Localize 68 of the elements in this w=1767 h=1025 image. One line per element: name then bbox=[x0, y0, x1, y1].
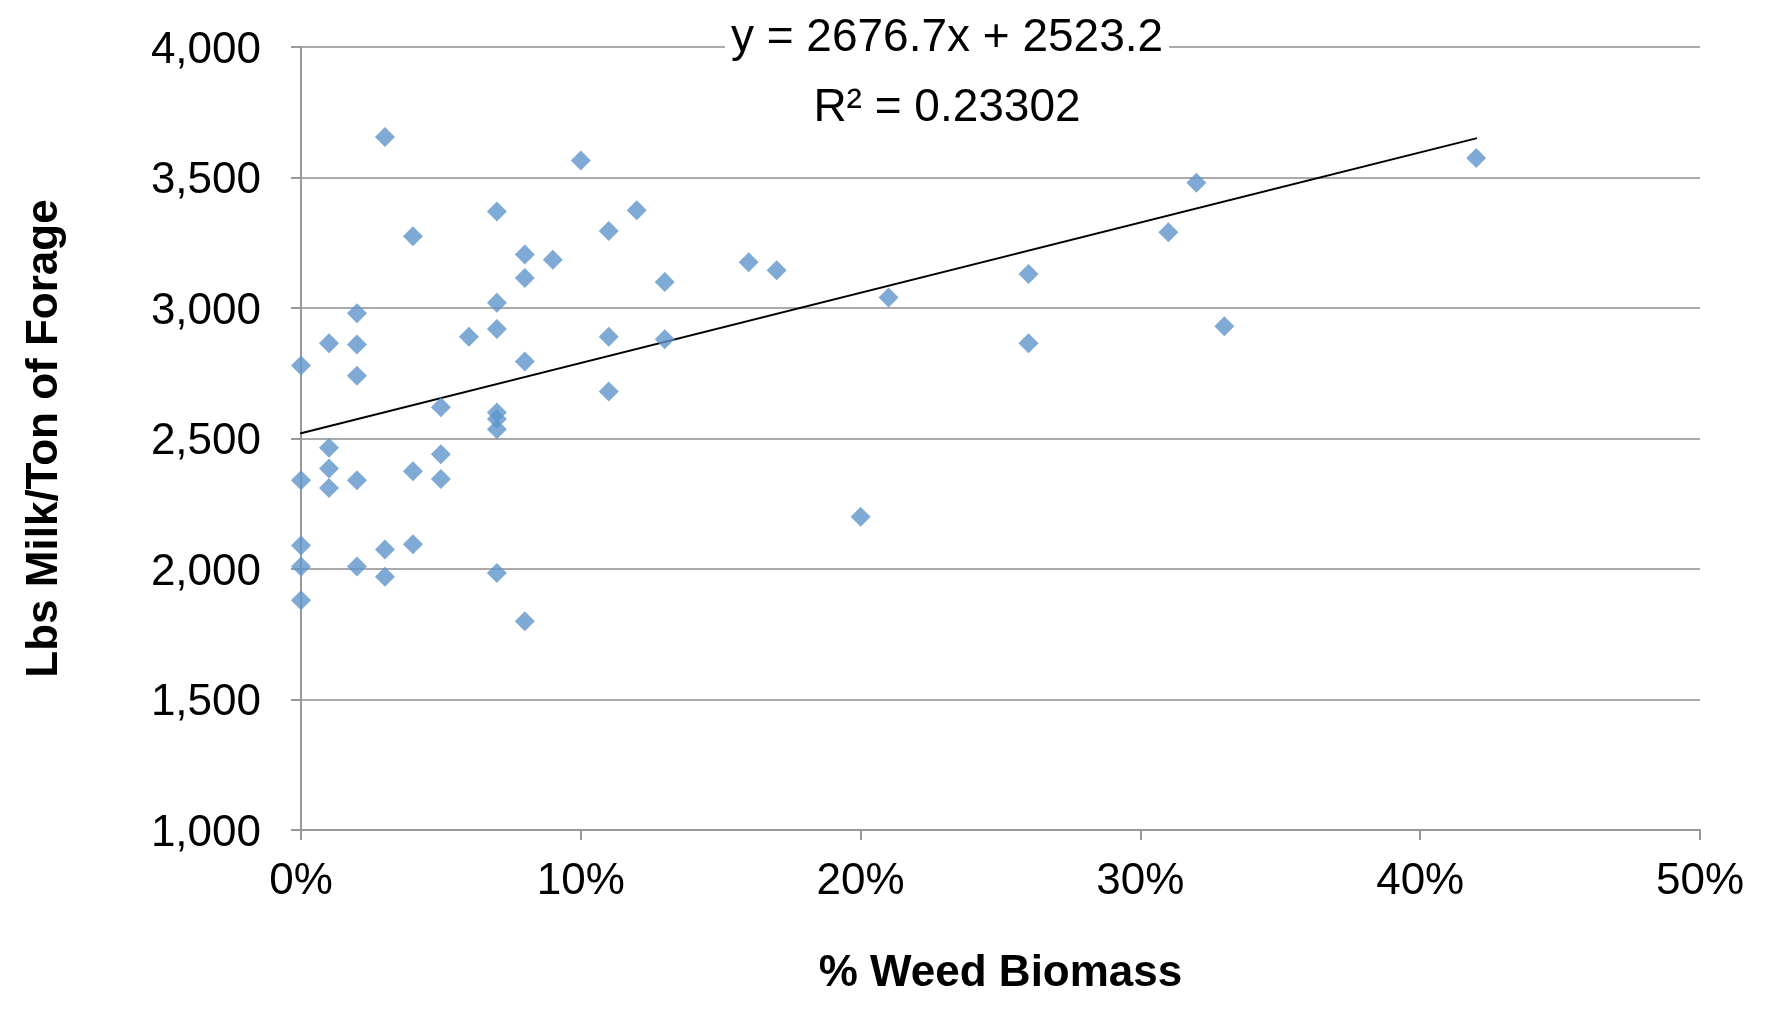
point bbox=[626, 200, 647, 221]
point bbox=[458, 326, 479, 347]
x-tick-label: 0% bbox=[269, 853, 333, 903]
point bbox=[346, 303, 367, 324]
point bbox=[291, 556, 311, 577]
y-tick-label: 3,500 bbox=[150, 153, 261, 202]
point bbox=[1186, 172, 1207, 193]
point bbox=[598, 221, 619, 242]
point bbox=[514, 244, 535, 265]
point bbox=[486, 318, 507, 339]
y-axis-title: Lbs Milk/Ton of Forage bbox=[16, 199, 66, 678]
point bbox=[514, 267, 535, 288]
point bbox=[1018, 264, 1039, 285]
y-tick-label: 1,000 bbox=[150, 805, 261, 855]
x-axis-title: % Weed Biomass bbox=[818, 945, 1183, 995]
point bbox=[850, 506, 871, 527]
point bbox=[570, 150, 591, 171]
point bbox=[291, 355, 311, 376]
point bbox=[374, 566, 395, 587]
x-tick-label: 50% bbox=[1655, 853, 1745, 903]
point bbox=[878, 287, 899, 308]
y-tick-label: 4,000 bbox=[150, 22, 261, 72]
annotation: y = 2676.7x + 2523.2 bbox=[730, 9, 1164, 61]
point bbox=[486, 201, 507, 222]
x-tick-label: 20% bbox=[816, 853, 905, 903]
point bbox=[738, 252, 759, 273]
point bbox=[346, 365, 367, 386]
point bbox=[402, 534, 423, 555]
point bbox=[598, 326, 619, 347]
point bbox=[486, 292, 507, 313]
point bbox=[346, 334, 367, 355]
point bbox=[291, 470, 311, 491]
point bbox=[291, 590, 311, 611]
point bbox=[430, 397, 451, 418]
point bbox=[514, 351, 535, 372]
point bbox=[1466, 147, 1487, 168]
point bbox=[514, 611, 535, 632]
point bbox=[318, 478, 339, 499]
point bbox=[1018, 333, 1039, 354]
point bbox=[542, 249, 563, 270]
point bbox=[346, 470, 367, 491]
point bbox=[654, 329, 675, 350]
point bbox=[598, 381, 619, 402]
point bbox=[486, 562, 507, 583]
x-tick-label: 40% bbox=[1376, 853, 1465, 903]
point bbox=[430, 444, 451, 465]
point bbox=[291, 535, 311, 556]
point bbox=[374, 127, 395, 148]
y-tick-label: 1,500 bbox=[150, 675, 261, 724]
point bbox=[318, 333, 339, 354]
point bbox=[1158, 222, 1179, 243]
point bbox=[654, 271, 675, 292]
point bbox=[402, 226, 423, 247]
point bbox=[430, 468, 451, 489]
annotation: R² = 0.23302 bbox=[813, 79, 1081, 131]
point bbox=[374, 539, 395, 560]
x-tick-label: 10% bbox=[536, 853, 625, 903]
point bbox=[346, 556, 367, 577]
y-tick-label: 2,000 bbox=[150, 544, 261, 594]
y-tick-label: 2,500 bbox=[150, 414, 261, 463]
x-tick-label: 30% bbox=[1096, 853, 1185, 903]
point bbox=[318, 437, 339, 458]
point bbox=[318, 458, 339, 479]
point bbox=[402, 461, 423, 482]
point bbox=[766, 260, 787, 281]
point bbox=[1214, 316, 1235, 337]
point bbox=[486, 419, 507, 440]
y-tick-label: 3,000 bbox=[150, 283, 261, 333]
